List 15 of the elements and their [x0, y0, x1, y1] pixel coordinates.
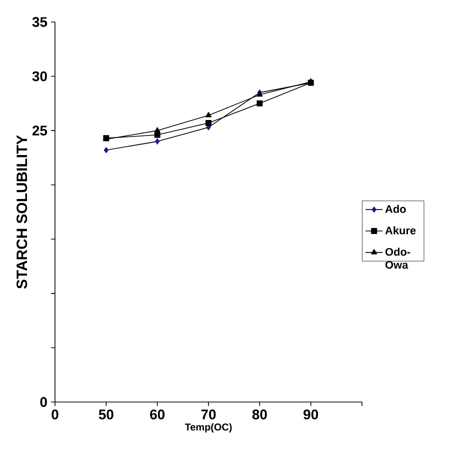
- y-tick-label: 35: [32, 17, 48, 27]
- legend-label: Akure: [385, 226, 416, 234]
- x-tick-label: 60: [150, 410, 165, 420]
- x-axis-title: Temp(OC): [184, 423, 232, 433]
- y-tick-label: 30: [32, 71, 47, 82]
- x-tick-label: 0: [52, 410, 58, 420]
- y-tick-label: 0: [40, 397, 47, 407]
- y-tick-label: 25: [32, 126, 48, 136]
- y-axis-title: STARCH SOLUBILITY: [16, 135, 28, 289]
- x-tick-label: 50: [98, 410, 114, 420]
- x-tick-label: 80: [252, 410, 267, 420]
- legend-label: Ado: [385, 204, 406, 213]
- legend-label: Odo-Owa: [385, 248, 410, 269]
- x-tick-label: 90: [304, 410, 318, 420]
- x-tick-label: 70: [201, 410, 216, 420]
